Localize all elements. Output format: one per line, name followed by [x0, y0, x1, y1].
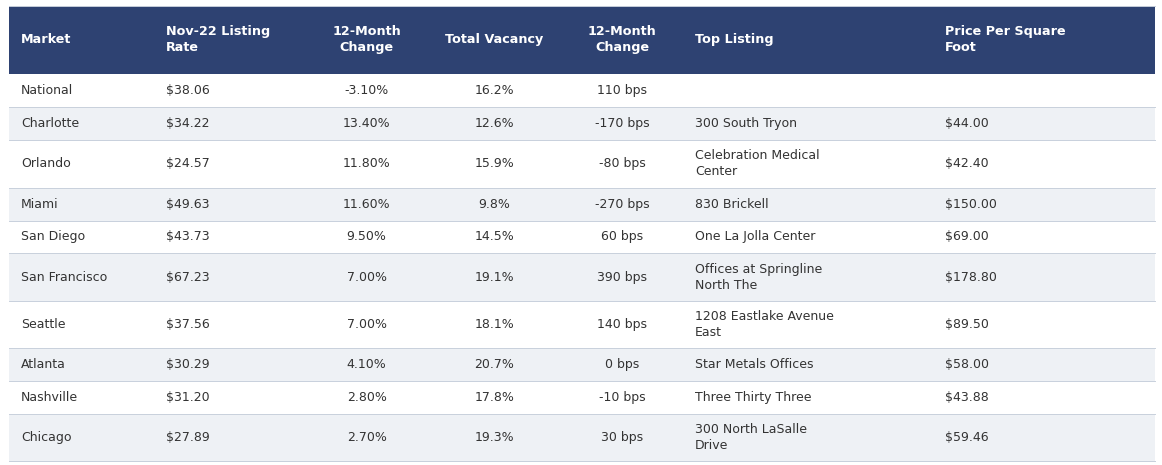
Text: 7.00%: 7.00%	[346, 318, 387, 331]
FancyBboxPatch shape	[9, 220, 1155, 253]
Text: 60 bps: 60 bps	[601, 231, 644, 244]
FancyBboxPatch shape	[9, 6, 1155, 74]
Text: Nov-22 Listing
Rate: Nov-22 Listing Rate	[166, 26, 271, 54]
Text: $178.80: $178.80	[945, 271, 997, 284]
Text: 830 Brickell: 830 Brickell	[695, 198, 768, 211]
Text: $49.63: $49.63	[166, 198, 209, 211]
FancyBboxPatch shape	[9, 414, 1155, 461]
Text: 9.8%: 9.8%	[479, 198, 510, 211]
Text: 0 bps: 0 bps	[605, 358, 639, 371]
Text: -170 bps: -170 bps	[595, 117, 650, 130]
Text: 2.70%: 2.70%	[346, 431, 387, 444]
Text: $24.57: $24.57	[166, 158, 210, 170]
Text: 12-Month
Change: 12-Month Change	[332, 26, 401, 54]
Text: 300 South Tryon: 300 South Tryon	[695, 117, 797, 130]
Text: 2.80%: 2.80%	[346, 391, 387, 404]
Text: $37.56: $37.56	[166, 318, 210, 331]
Text: 15.9%: 15.9%	[474, 158, 515, 170]
Text: -3.10%: -3.10%	[344, 84, 389, 97]
Text: San Diego: San Diego	[21, 231, 85, 244]
Text: -10 bps: -10 bps	[598, 391, 646, 404]
Text: $150.00: $150.00	[945, 198, 997, 211]
Text: Chicago: Chicago	[21, 431, 71, 444]
Text: 30 bps: 30 bps	[601, 431, 644, 444]
Text: 7.00%: 7.00%	[346, 271, 387, 284]
Text: 19.1%: 19.1%	[474, 271, 515, 284]
Text: 11.80%: 11.80%	[343, 158, 390, 170]
Text: 9.50%: 9.50%	[346, 231, 387, 244]
FancyBboxPatch shape	[9, 348, 1155, 381]
Text: 13.40%: 13.40%	[343, 117, 390, 130]
Text: Market: Market	[21, 33, 71, 46]
Text: 4.10%: 4.10%	[346, 358, 387, 371]
Text: $58.00: $58.00	[945, 358, 989, 371]
Text: One La Jolla Center: One La Jolla Center	[695, 231, 816, 244]
Text: $69.00: $69.00	[945, 231, 989, 244]
Text: 140 bps: 140 bps	[597, 318, 647, 331]
Text: 20.7%: 20.7%	[474, 358, 515, 371]
Text: 1208 Eastlake Avenue
East: 1208 Eastlake Avenue East	[695, 310, 834, 339]
Text: -80 bps: -80 bps	[598, 158, 646, 170]
Text: Top Listing: Top Listing	[695, 33, 774, 46]
Text: $43.88: $43.88	[945, 391, 989, 404]
Text: Price Per Square
Foot: Price Per Square Foot	[945, 26, 1066, 54]
Text: Star Metals Offices: Star Metals Offices	[695, 358, 813, 371]
Text: $30.29: $30.29	[166, 358, 210, 371]
Text: $31.20: $31.20	[166, 391, 210, 404]
Text: 19.3%: 19.3%	[474, 431, 515, 444]
Text: Nashville: Nashville	[21, 391, 78, 404]
FancyBboxPatch shape	[9, 381, 1155, 414]
Text: 17.8%: 17.8%	[474, 391, 515, 404]
Text: $42.40: $42.40	[945, 158, 989, 170]
Text: National: National	[21, 84, 73, 97]
Text: 14.5%: 14.5%	[474, 231, 515, 244]
Text: Orlando: Orlando	[21, 158, 71, 170]
Text: 16.2%: 16.2%	[474, 84, 515, 97]
Text: Celebration Medical
Center: Celebration Medical Center	[695, 149, 819, 179]
FancyBboxPatch shape	[9, 107, 1155, 140]
Text: 18.1%: 18.1%	[474, 318, 515, 331]
FancyBboxPatch shape	[9, 74, 1155, 107]
FancyBboxPatch shape	[9, 187, 1155, 220]
Text: San Francisco: San Francisco	[21, 271, 107, 284]
Text: $38.06: $38.06	[166, 84, 210, 97]
Text: Atlanta: Atlanta	[21, 358, 66, 371]
Text: $59.46: $59.46	[945, 431, 989, 444]
Text: $43.73: $43.73	[166, 231, 210, 244]
Text: $34.22: $34.22	[166, 117, 209, 130]
Text: Seattle: Seattle	[21, 318, 65, 331]
Text: 11.60%: 11.60%	[343, 198, 390, 211]
Text: $89.50: $89.50	[945, 318, 989, 331]
Text: -270 bps: -270 bps	[595, 198, 650, 211]
Text: 300 North LaSalle
Drive: 300 North LaSalle Drive	[695, 423, 806, 452]
FancyBboxPatch shape	[9, 140, 1155, 187]
Text: $44.00: $44.00	[945, 117, 989, 130]
FancyBboxPatch shape	[9, 301, 1155, 348]
Text: 12.6%: 12.6%	[474, 117, 515, 130]
Text: $27.89: $27.89	[166, 431, 210, 444]
Text: Miami: Miami	[21, 198, 58, 211]
FancyBboxPatch shape	[9, 253, 1155, 301]
Text: 110 bps: 110 bps	[597, 84, 647, 97]
Text: 390 bps: 390 bps	[597, 271, 647, 284]
Text: Charlotte: Charlotte	[21, 117, 79, 130]
Text: Three Thirty Three: Three Thirty Three	[695, 391, 811, 404]
Text: Offices at Springline
North The: Offices at Springline North The	[695, 263, 823, 292]
Text: $67.23: $67.23	[166, 271, 210, 284]
Text: Total Vacancy: Total Vacancy	[445, 33, 544, 46]
Text: 12-Month
Change: 12-Month Change	[588, 26, 657, 54]
